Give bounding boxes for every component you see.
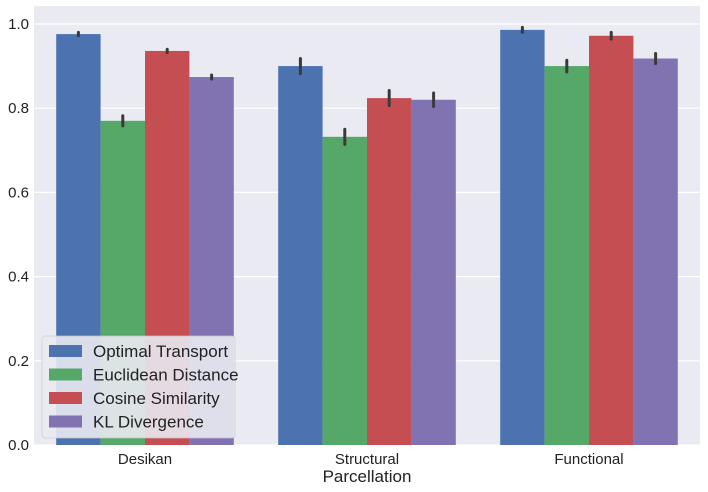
legend-swatch [49, 345, 82, 357]
y-tick-label: 0.8 [8, 100, 29, 117]
y-tick-label: 0.0 [8, 437, 29, 454]
x-tick-label: Functional [554, 451, 623, 468]
legend-label: Cosine Similarity [93, 389, 220, 408]
bar [322, 136, 367, 445]
y-tick-label: 0.2 [8, 353, 29, 370]
y-tick-label: 0.6 [8, 184, 29, 201]
bar [633, 58, 678, 445]
legend-label: Euclidean Distance [93, 366, 239, 385]
y-tick-label: 0.4 [8, 269, 29, 286]
x-tick-labels: Desikan Structural Functional [118, 451, 624, 468]
bar [411, 99, 456, 445]
legend-label: Optimal Transport [93, 342, 228, 361]
legend-swatch [49, 368, 82, 381]
bar [278, 66, 323, 445]
x-tick-label: Desikan [118, 451, 172, 468]
bar [544, 66, 589, 445]
legend-swatch [49, 392, 82, 404]
legend-box [41, 335, 236, 439]
error-bars [76, 25, 658, 146]
x-tick-label: Structural [335, 451, 399, 468]
y-tick-labels: 0.0 0.2 0.4 0.6 0.8 1.0 [8, 16, 29, 454]
legend-swatch [49, 415, 82, 428]
bar [367, 98, 412, 445]
bar [500, 29, 545, 445]
bar [589, 35, 634, 446]
legend-label: KL Divergence [93, 413, 204, 432]
x-axis-label: Parcellation [323, 467, 412, 486]
y-tick-label: 1.0 [8, 16, 29, 33]
legend: Optimal Transport Euclidean Distance Cosin… [41, 335, 239, 439]
